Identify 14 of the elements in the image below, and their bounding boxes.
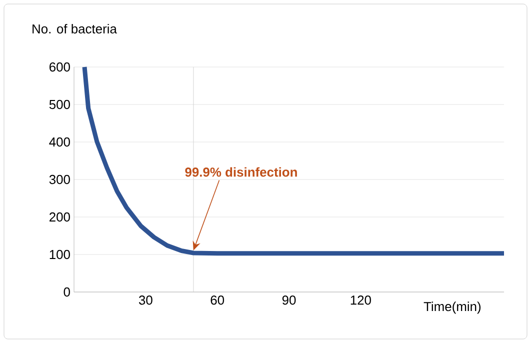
y-axis-title: No. of bacteria xyxy=(32,24,117,34)
y-tick-label: 500 xyxy=(49,100,70,110)
x-tick-label: 60 xyxy=(210,296,224,305)
y-tick-label: 100 xyxy=(50,250,70,260)
y-tick-label: 600 xyxy=(50,62,70,72)
x-tick-label: 90 xyxy=(282,296,296,305)
x-tick-label: 120 xyxy=(350,296,371,305)
annotation: 99.9% disinfection xyxy=(185,167,297,177)
y-tick-label: 200 xyxy=(50,212,70,222)
y-tick-label: 0 xyxy=(64,287,70,297)
y-tick-label: 400 xyxy=(49,137,70,147)
y-tick-label: 300 xyxy=(49,174,70,184)
x-tick-label: 30 xyxy=(138,296,152,305)
x-axis-title: Time(min) xyxy=(424,302,481,314)
